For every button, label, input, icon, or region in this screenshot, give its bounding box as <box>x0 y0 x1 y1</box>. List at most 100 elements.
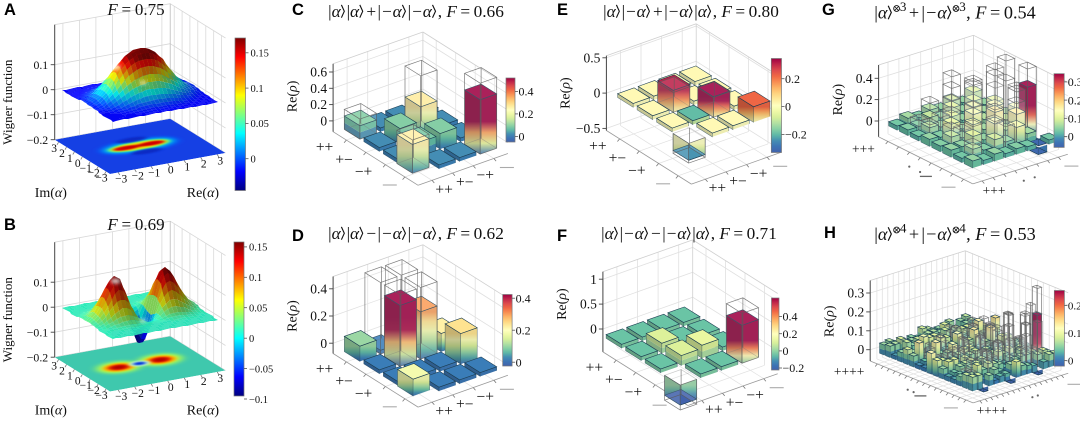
svg-text:0.75: 0.75 <box>135 0 165 19</box>
svg-text:0.2: 0.2 <box>856 92 873 107</box>
svg-text:|: | <box>347 224 350 243</box>
svg-text:−0.2: −0.2 <box>783 361 805 375</box>
svg-text:+−: +− <box>335 151 352 168</box>
svg-text:2: 2 <box>201 159 207 171</box>
svg-text:0: 0 <box>42 83 48 97</box>
svg-text:1: 1 <box>67 370 73 382</box>
svg-text:0.4: 0.4 <box>783 310 798 324</box>
svg-text:): ) <box>214 186 219 201</box>
svg-text:|: | <box>694 2 697 21</box>
svg-text:=: = <box>460 2 470 21</box>
svg-text:0.1: 0.1 <box>249 273 262 284</box>
svg-text:α: α <box>605 224 615 243</box>
svg-text:|: | <box>662 224 665 243</box>
svg-text:3: 3 <box>51 143 57 155</box>
svg-text:α: α <box>207 404 215 419</box>
svg-text:|: | <box>921 3 925 23</box>
svg-text:|: | <box>347 2 350 21</box>
svg-text:,: , <box>966 3 975 23</box>
svg-text:−0.2: −0.2 <box>27 133 49 147</box>
svg-text:0: 0 <box>594 86 601 101</box>
svg-text:−0.1: −0.1 <box>27 325 49 339</box>
svg-text:|: | <box>622 2 625 21</box>
svg-text:Re(ρ): Re(ρ) <box>823 305 838 337</box>
svg-text:+: + <box>909 224 919 244</box>
svg-text:α: α <box>698 2 708 21</box>
svg-text:A: A <box>4 1 16 19</box>
svg-text:0.3: 0.3 <box>847 286 864 301</box>
svg-text:0.1: 0.1 <box>33 58 48 72</box>
svg-text:++: ++ <box>435 403 452 420</box>
svg-text:0.3: 0.3 <box>1068 75 1080 89</box>
svg-text:0: 0 <box>1068 356 1074 368</box>
svg-text:|: | <box>378 2 381 21</box>
svg-text:−3: −3 <box>95 390 107 402</box>
svg-text:0: 0 <box>1068 130 1074 144</box>
svg-text:0.4: 0.4 <box>310 281 327 296</box>
svg-text:2: 2 <box>59 148 65 160</box>
svg-text:α: α <box>350 2 360 21</box>
svg-text:,: , <box>713 2 722 21</box>
svg-text:−+: −+ <box>355 386 372 403</box>
svg-text:=: = <box>735 2 745 21</box>
svg-text:−2: −2 <box>132 171 144 183</box>
svg-text:1: 1 <box>590 272 597 287</box>
svg-text:0.4: 0.4 <box>856 71 873 86</box>
svg-text:): ) <box>62 403 67 418</box>
svg-text:−α: −α <box>625 2 647 21</box>
svg-text:−+: −+ <box>746 387 763 404</box>
svg-text:++: ++ <box>316 139 333 156</box>
svg-text:F: F <box>557 227 567 245</box>
svg-text:+−: +− <box>605 372 622 389</box>
svg-text:0.05: 0.05 <box>249 304 267 315</box>
svg-text:0.1: 0.1 <box>847 323 864 338</box>
svg-text:0.1: 0.1 <box>251 84 264 95</box>
svg-text:|: | <box>874 3 878 23</box>
svg-text:−+: −+ <box>750 166 767 183</box>
svg-text:0.5: 0.5 <box>584 50 601 65</box>
svg-text:0.1: 0.1 <box>1068 328 1080 340</box>
svg-text:−1: −1 <box>80 163 92 175</box>
svg-text:−+: −+ <box>477 167 494 184</box>
svg-text:Re(ρ): Re(ρ) <box>285 80 300 112</box>
svg-text:): ) <box>214 404 219 419</box>
svg-text:−: − <box>651 224 661 243</box>
svg-text:=: = <box>733 224 743 243</box>
svg-text:|: | <box>408 224 411 243</box>
svg-text:0: 0 <box>249 334 254 345</box>
svg-text:−α: −α <box>623 224 645 243</box>
svg-text:|: | <box>328 224 331 243</box>
svg-text:−0.1: −0.1 <box>27 108 49 122</box>
svg-text:+: + <box>366 2 376 21</box>
svg-text:): ) <box>62 186 67 201</box>
svg-text:α: α <box>350 224 360 243</box>
svg-text:F: F <box>720 2 732 21</box>
svg-text:C: C <box>292 1 304 19</box>
svg-text:,: , <box>966 224 975 244</box>
svg-text:+++: +++ <box>852 141 875 156</box>
svg-text:+++: +++ <box>983 183 1006 198</box>
svg-text:0: 0 <box>168 382 174 394</box>
svg-text:++: ++ <box>586 359 603 376</box>
svg-text:F: F <box>106 0 118 19</box>
svg-text:−2: −2 <box>88 385 100 397</box>
svg-text:++: ++ <box>435 181 452 198</box>
svg-text:0: 0 <box>516 355 522 369</box>
svg-text:+−: +− <box>609 150 626 167</box>
svg-text:−0.05: −0.05 <box>249 364 273 375</box>
svg-text:0: 0 <box>783 344 789 358</box>
svg-text:,: , <box>711 224 720 243</box>
svg-text:α: α <box>878 224 888 244</box>
svg-text:−2: −2 <box>132 388 144 400</box>
svg-text:0.80: 0.80 <box>749 2 779 21</box>
svg-text:0.4: 0.4 <box>310 81 327 96</box>
svg-text:0.15: 0.15 <box>251 49 269 60</box>
svg-text:Im(: Im( <box>35 403 56 418</box>
svg-text:2: 2 <box>201 376 207 388</box>
svg-text:α: α <box>207 186 215 201</box>
svg-text:α: α <box>55 186 63 201</box>
svg-text:−α: −α <box>381 2 403 21</box>
svg-text:−α: −α <box>925 224 947 244</box>
svg-text:−1: −1 <box>148 385 160 397</box>
svg-text:−3: −3 <box>115 174 127 186</box>
